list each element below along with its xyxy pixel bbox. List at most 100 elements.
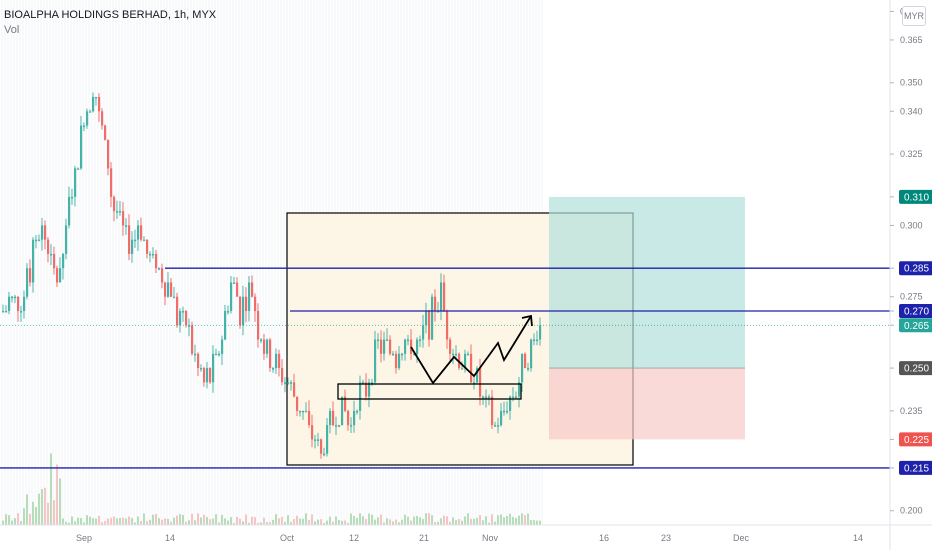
candle-body bbox=[263, 339, 266, 354]
volume-bar bbox=[500, 514, 502, 525]
volume-bar bbox=[224, 518, 226, 525]
volume-bar bbox=[299, 518, 301, 525]
candle-body bbox=[392, 353, 395, 356]
volume-bar bbox=[11, 520, 13, 525]
volume-bar bbox=[2, 520, 4, 525]
volume-bar bbox=[116, 518, 118, 525]
candle-body bbox=[158, 268, 161, 270]
candle-body bbox=[131, 239, 134, 254]
candle-body bbox=[200, 368, 203, 370]
candle-body bbox=[449, 339, 452, 354]
volume-bar bbox=[203, 514, 205, 525]
price-tag-label: 0.250 bbox=[904, 364, 929, 375]
candle-body bbox=[380, 339, 383, 354]
candle-body bbox=[80, 125, 83, 169]
volume-bar bbox=[395, 519, 397, 525]
volume-bar bbox=[431, 515, 433, 525]
volume-bar bbox=[464, 516, 466, 525]
y-tick-label: 0.200 bbox=[900, 506, 923, 516]
volume-bar bbox=[389, 519, 391, 525]
candle-body bbox=[62, 253, 65, 269]
volume-bar bbox=[128, 516, 130, 525]
candle-body bbox=[23, 296, 26, 312]
candle-body bbox=[26, 268, 29, 297]
candle-body bbox=[455, 353, 458, 356]
volume-bar bbox=[188, 520, 190, 525]
candle-body bbox=[32, 239, 35, 283]
volume-bar bbox=[227, 520, 229, 525]
volume-bar bbox=[329, 516, 331, 525]
volume-bar bbox=[359, 513, 361, 525]
candle-body bbox=[401, 353, 404, 356]
candle-body bbox=[59, 268, 62, 283]
candle-body bbox=[227, 311, 230, 313]
x-tick-label: 14 bbox=[853, 533, 863, 543]
candle-body bbox=[251, 282, 254, 297]
candle-body bbox=[377, 339, 380, 342]
volume-bar bbox=[209, 519, 211, 525]
volume-bar bbox=[140, 520, 142, 525]
candle-body bbox=[41, 225, 44, 240]
volume-bar bbox=[167, 518, 169, 525]
candle-body bbox=[296, 396, 299, 411]
candle-body bbox=[509, 396, 512, 411]
volume-bar bbox=[65, 521, 67, 525]
x-tick-label: 16 bbox=[599, 533, 609, 543]
candle-body bbox=[476, 368, 479, 383]
time-axis[interactable]: Sep 14 Oct 12 21 Nov 16 23 Dec 14 bbox=[0, 524, 932, 543]
candle-body bbox=[182, 311, 185, 313]
volume-bar bbox=[95, 518, 97, 525]
volume-bar bbox=[479, 515, 481, 525]
x-tick-label: 12 bbox=[349, 533, 359, 543]
candle-body bbox=[146, 239, 149, 254]
candle-body bbox=[50, 253, 53, 256]
candle-body bbox=[5, 311, 8, 313]
candle-body bbox=[89, 111, 92, 113]
drawings bbox=[0, 267, 890, 469]
x-tick-label: Sep bbox=[76, 533, 92, 543]
candle-body bbox=[374, 339, 377, 383]
candle-body bbox=[20, 311, 23, 313]
y-tick-label: 0.350 bbox=[900, 78, 923, 88]
volume-bar bbox=[455, 520, 457, 525]
volume-bar bbox=[446, 516, 448, 525]
price-tag-label: 0.270 bbox=[904, 307, 929, 318]
currency-button[interactable]: MYR bbox=[902, 6, 926, 26]
volume-bar bbox=[515, 518, 517, 525]
candle-body bbox=[185, 311, 188, 326]
candle-body bbox=[44, 225, 47, 240]
candle-body bbox=[47, 239, 50, 254]
volume-bar bbox=[512, 516, 514, 525]
price-tag-label: 0.265 bbox=[904, 321, 929, 332]
candle-body bbox=[308, 410, 311, 426]
candle-body bbox=[194, 353, 197, 356]
candle-body bbox=[212, 353, 215, 383]
profit-zone bbox=[549, 196, 745, 369]
candle-body bbox=[470, 353, 473, 383]
volume-bar bbox=[527, 513, 529, 525]
candle-body bbox=[281, 368, 284, 383]
volume-bar bbox=[44, 487, 46, 525]
candle-body bbox=[197, 353, 200, 369]
candle-body bbox=[356, 410, 359, 413]
volume-bar bbox=[272, 519, 274, 525]
volume-bar bbox=[473, 518, 475, 525]
volume-bar bbox=[422, 519, 424, 525]
volume-bar bbox=[221, 514, 223, 525]
candle-body bbox=[206, 368, 209, 383]
candle-body bbox=[326, 425, 329, 454]
volume-bar bbox=[488, 522, 490, 525]
volume-bar bbox=[275, 514, 277, 525]
volume-bar bbox=[218, 522, 220, 525]
volume-bar bbox=[509, 513, 511, 525]
volume-bar bbox=[284, 521, 286, 525]
volume-bar bbox=[263, 517, 265, 525]
candle-body bbox=[71, 196, 74, 199]
volume-bar bbox=[260, 522, 262, 525]
price-tag-bg bbox=[899, 432, 932, 447]
volume-bar bbox=[458, 519, 460, 525]
volume-bar bbox=[320, 519, 322, 525]
candle-body bbox=[11, 296, 14, 299]
candle-body bbox=[479, 368, 482, 397]
volume-bar bbox=[164, 518, 166, 525]
